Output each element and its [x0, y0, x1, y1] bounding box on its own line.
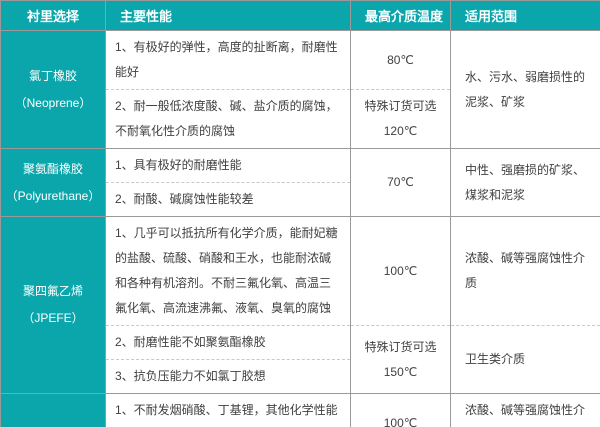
temp-cell: 特殊订货可选 150℃	[350, 325, 451, 394]
scope-cell: 卫生类介质	[450, 325, 600, 394]
scope-cell: 中性、强磨损的矿浆、煤浆和泥浆	[450, 148, 600, 217]
material-name: 聚氨酯橡胶	[22, 161, 83, 176]
table-row: 2、耐一般低浓度酸、碱、盐介质的腐蚀，不耐氧化性介质的腐蚀 特殊订货可选 120…	[1, 89, 600, 149]
material-cell: 聚全氟乙丙烯 （F46）	[0, 393, 106, 427]
table-row: 氯丁橡胶 （Neoprene） 1、有极好的弹性，高度的扯断离，耐磨性能好 80…	[0, 30, 600, 149]
performance-cell: 1、具有极好的耐磨性能	[105, 148, 351, 183]
scope-cell: 浓酸、碱等强腐蚀性介质	[450, 216, 600, 326]
table-row: 聚氨酯橡胶 （Polyurethane） 1、具有极好的耐磨性能 70℃ 中性、…	[0, 148, 600, 217]
material-name: 氯丁橡胶	[28, 68, 77, 83]
temp-cell: 70℃	[350, 148, 451, 217]
material-cell: 聚氨酯橡胶 （Polyurethane）	[0, 148, 106, 217]
temp-note: 特殊订货可选	[364, 339, 437, 354]
performance-cell: 2、耐一般低浓度酸、碱、盐介质的腐蚀，不耐氧化性介质的腐蚀	[105, 89, 351, 149]
temp-value: 150℃	[383, 364, 418, 379]
material-name-en: （Neoprene）	[14, 95, 92, 110]
scope-cell: 浓酸、碱等强腐蚀性介质	[450, 393, 600, 427]
table-row: 聚四氟乙烯 （JPEFE） 1、几乎可以抵抗所有化学介质，能耐妃糖的盐酸、硫酸、…	[0, 216, 600, 394]
table-row: 2、耐磨性能不如聚氨酯橡胶 特殊订货可选 150℃ 卫生类介质	[1, 325, 600, 394]
performance-cell: 1、不耐发烟硝酸、丁基锂，其他化学性能与聚四氟乙烯基本相同	[105, 393, 351, 427]
temp-value: 120℃	[383, 124, 418, 138]
header-main-performance: 主要性能	[105, 0, 351, 31]
table-header-row: 衬里选择 主要性能 最高介质温度 适用范围	[0, 0, 600, 31]
performance-cell: 1、几乎可以抵抗所有化学介质，能耐妃糖的盐酸、硫酸、硝酸和王水，也能耐浓碱和各种…	[105, 216, 351, 326]
material-cell: 氯丁橡胶 （Neoprene）	[0, 30, 106, 149]
header-lining-selection: 衬里选择	[0, 0, 106, 31]
table-row: 2、耐酸、碱腐蚀性能较差	[1, 182, 600, 217]
material-cell: 聚四氟乙烯 （JPEFE）	[0, 216, 106, 394]
performance-cell: 3、抗负压能力不如氯丁胶想	[105, 359, 351, 394]
material-name: 聚四氟乙烯	[22, 284, 83, 298]
performance-cell: 2、耐磨性能不如聚氨酯橡胶	[105, 325, 351, 360]
temp-cell: 80℃	[350, 30, 451, 90]
header-max-medium-temp: 最高介质温度	[350, 0, 451, 31]
temp-cell: 100℃	[350, 216, 451, 326]
header-applicable-range: 适用范围	[450, 0, 600, 31]
temp-note: 特殊订货可选	[364, 99, 437, 113]
performance-cell: 1、有极好的弹性，高度的扯断离，耐磨性能好	[105, 30, 351, 90]
temp-cell: 特殊订货可选 120℃	[350, 89, 451, 149]
scope-cell: 水、污水、弱磨损性的泥浆、矿浆	[450, 30, 600, 149]
temp-cell: 100℃	[350, 393, 451, 427]
table-row: 3、抗负压能力不如氯丁胶想	[1, 359, 600, 394]
table-row: 聚全氟乙丙烯 （F46） 1、不耐发烟硝酸、丁基锂，其他化学性能与聚四氟乙烯基本…	[0, 393, 600, 427]
material-name-en: （Polyurethane）	[5, 188, 101, 203]
material-name: 聚全氟乙丙烯	[1, 423, 105, 427]
performance-cell: 2、耐酸、碱腐蚀性能较差	[105, 182, 351, 217]
material-name-en: （JPEFE）	[22, 311, 84, 325]
